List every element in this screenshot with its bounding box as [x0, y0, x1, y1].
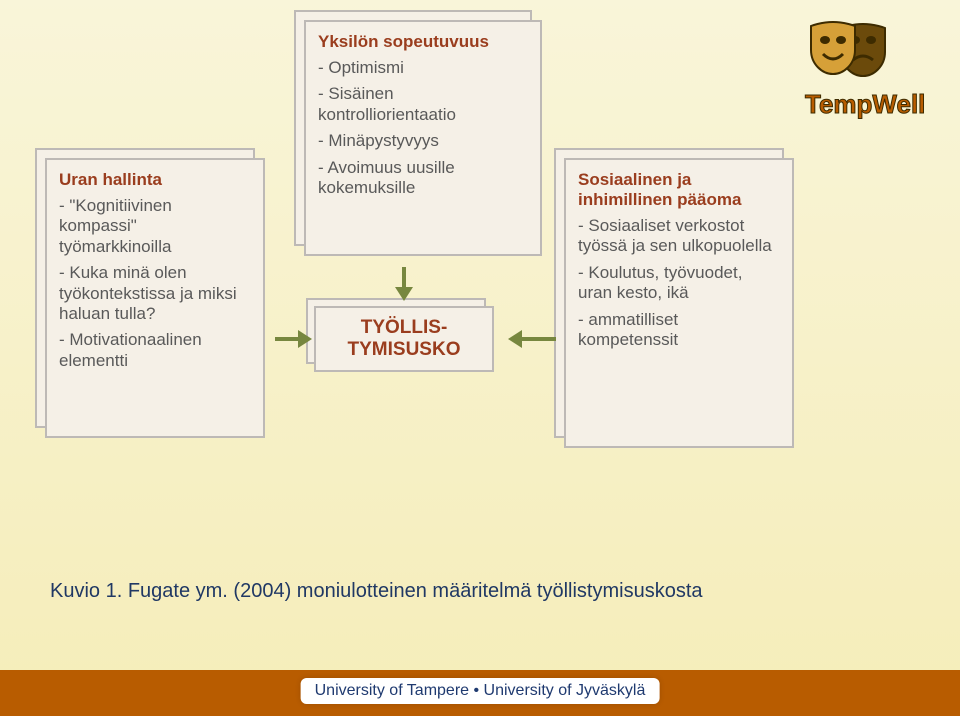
- top-panel: Yksilön sopeutuvuus - Optimismi - Sisäin…: [304, 20, 542, 256]
- masks-icon: [805, 20, 915, 90]
- right-panel: Sosiaalinen ja inhimillinen pääoma - Sos…: [564, 158, 794, 448]
- center-line: TYÖLLIS-: [328, 317, 480, 339]
- center-line: TYMISUSKO: [328, 339, 480, 361]
- right-panel-title: Sosiaalinen ja inhimillinen pääoma: [578, 170, 780, 210]
- left-panel-item: - Kuka minä olen työkontekstissa ja miks…: [59, 263, 251, 324]
- right-panel-item: - ammatilliset kompetenssit: [578, 310, 780, 351]
- logo-text: TempWell: [805, 89, 935, 120]
- top-panel-item: - Optimismi: [318, 58, 528, 78]
- right-panel-item: - Sosiaaliset verkostot työssä ja sen ul…: [578, 216, 780, 257]
- tempwell-logo: TempWell: [805, 20, 935, 120]
- left-panel-item: - "Kognitiivinen kompassi" työmarkkinoil…: [59, 196, 251, 257]
- top-panel-item: - Sisäinen kontrolliorientaatio: [318, 84, 528, 125]
- top-panel-title: Yksilön sopeutuvuus: [318, 32, 528, 52]
- top-panel-item: - Minäpystyvyys: [318, 131, 528, 151]
- top-panel-item: - Avoimuus uusille kokemuksille: [318, 158, 528, 199]
- left-panel: Uran hallinta - "Kognitiivinen kompassi"…: [45, 158, 265, 438]
- left-panel-title: Uran hallinta: [59, 170, 251, 190]
- slide: TempWell Yksilön sopeutuvuus - Optimismi…: [0, 0, 960, 716]
- figure-caption: Kuvio 1. Fugate ym. (2004) moniulotteine…: [50, 580, 703, 603]
- right-panel-item: - Koulutus, työvuodet, uran kesto, ikä: [578, 263, 780, 304]
- left-panel-item: - Motivationaalinen elementti: [59, 330, 251, 371]
- footer-badge: University of Tampere • University of Jy…: [301, 678, 660, 704]
- center-panel: TYÖLLIS- TYMISUSKO: [314, 306, 494, 372]
